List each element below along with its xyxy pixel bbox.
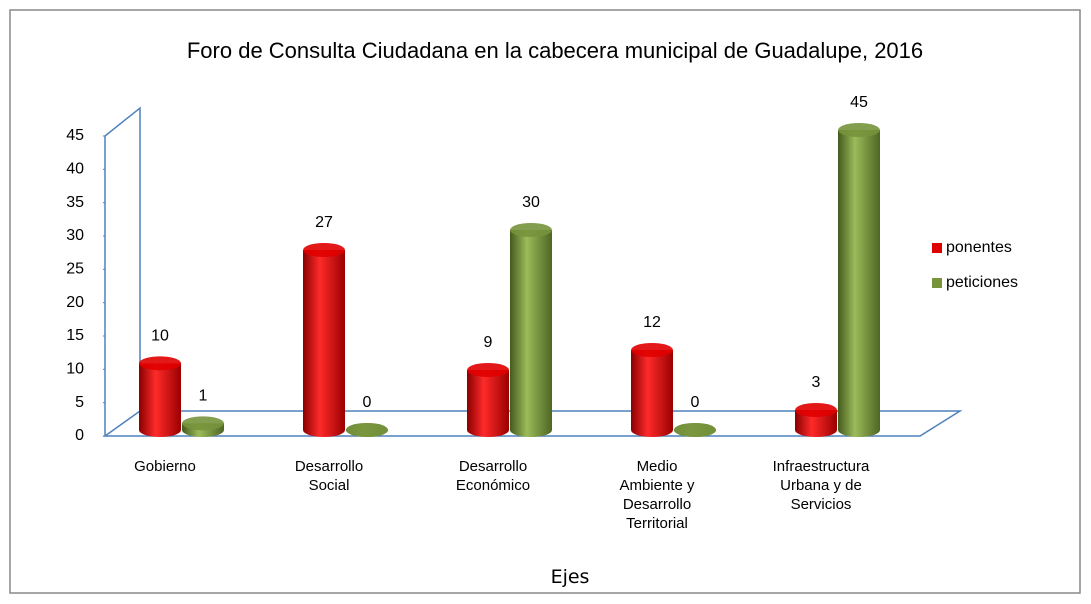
bar-part xyxy=(467,363,509,377)
data-label: 1 xyxy=(199,388,208,405)
bar-part xyxy=(139,356,181,371)
data-label: 0 xyxy=(363,394,372,411)
bar-part xyxy=(303,243,345,257)
frame xyxy=(9,9,1081,594)
bar-part xyxy=(631,343,673,357)
legend-swatch xyxy=(932,243,942,253)
data-label: 0 xyxy=(691,394,700,411)
bar-part xyxy=(795,403,837,417)
y-tick-label: 30 xyxy=(66,227,84,244)
bar xyxy=(303,243,345,437)
x-tick-label: Medio Ambiente y Desarrollo Territorial xyxy=(619,458,695,532)
bar-part xyxy=(139,363,181,430)
data-label: 10 xyxy=(151,328,169,345)
bar-part xyxy=(838,130,880,430)
chart-title: Foro de Consulta Ciudadana en la cabecer… xyxy=(186,38,924,63)
bar-part xyxy=(467,370,509,430)
data-label: 9 xyxy=(484,334,493,351)
y-tick-label: 35 xyxy=(66,194,84,211)
y-tick-label: 10 xyxy=(66,361,84,378)
y-tick-label: 40 xyxy=(66,161,84,178)
x-axis-label: Ejes xyxy=(550,566,590,588)
bar xyxy=(139,356,181,437)
x-tick-label: Infraestructura Urbana y de Servicios xyxy=(772,458,870,513)
x-tick-label: Desarrollo Social xyxy=(294,458,364,494)
data-label: 30 xyxy=(522,194,540,211)
y-tick-label: 15 xyxy=(66,327,84,344)
bar xyxy=(838,123,880,437)
bar-part xyxy=(510,230,552,430)
x-tick-label: Gobierno xyxy=(134,458,196,475)
bar xyxy=(795,403,837,437)
legend-swatch xyxy=(932,278,942,288)
y-tick-label: 5 xyxy=(75,394,84,411)
x-tick-label: Desarrollo Económico xyxy=(455,458,531,494)
bar-part xyxy=(674,423,716,437)
y-tick-label: 20 xyxy=(66,294,84,311)
data-label: 3 xyxy=(812,374,821,391)
y-tick-label: 0 xyxy=(75,427,84,444)
bar-part xyxy=(631,350,673,430)
bar xyxy=(346,423,388,437)
y-tick-label: 45 xyxy=(66,127,84,144)
bar-part xyxy=(303,250,345,430)
bar xyxy=(467,363,509,437)
legend-label: peticiones xyxy=(946,274,1018,291)
bar xyxy=(631,343,673,437)
bar-part xyxy=(838,123,880,137)
data-label: 45 xyxy=(850,94,868,111)
data-label: 12 xyxy=(643,314,661,331)
bar-part xyxy=(510,223,552,237)
data-label: 27 xyxy=(315,214,333,231)
legend-label: ponentes xyxy=(946,239,1012,256)
bar xyxy=(182,416,224,437)
y-tick-label: 25 xyxy=(66,261,84,278)
bar-part xyxy=(346,423,388,437)
back-wall xyxy=(104,106,141,436)
bar xyxy=(510,223,552,437)
bar xyxy=(674,423,716,437)
bar-part xyxy=(182,416,224,431)
